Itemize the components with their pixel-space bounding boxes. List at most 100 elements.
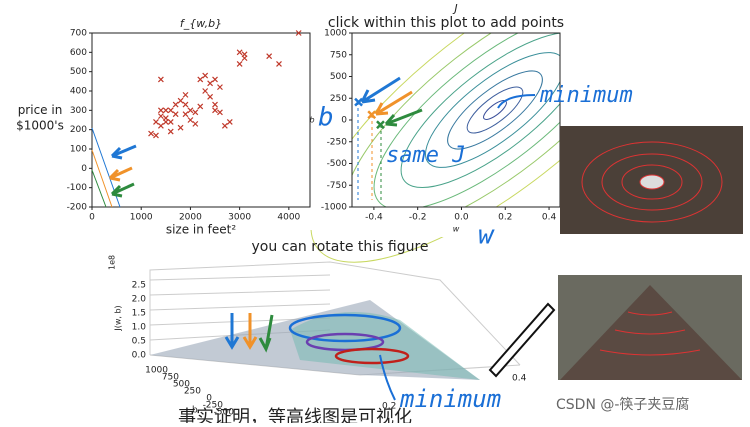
y-tick-label: 400 bbox=[70, 87, 87, 97]
marker bbox=[236, 61, 243, 67]
ring bbox=[288, 313, 402, 343]
arrow bbox=[110, 144, 137, 160]
marker bbox=[212, 76, 218, 83]
marker bbox=[148, 130, 154, 137]
caption: you can rotate this figure bbox=[251, 239, 428, 255]
arrow bbox=[224, 313, 240, 350]
y-label: price in bbox=[18, 103, 63, 117]
marker bbox=[207, 80, 214, 87]
marker bbox=[241, 55, 248, 62]
marker bbox=[354, 97, 363, 107]
x-label: size in feet² bbox=[166, 223, 237, 237]
y-tick-label: 500 bbox=[330, 72, 347, 82]
y-tick-label: 600 bbox=[70, 48, 87, 58]
x-tick-label: 0.2 bbox=[498, 213, 512, 223]
marker bbox=[157, 113, 164, 120]
y-tick-label: -200 bbox=[67, 203, 88, 213]
photo bbox=[558, 126, 743, 380]
marker bbox=[367, 110, 377, 120]
scale: 1e8 bbox=[108, 255, 117, 270]
note: minimum bbox=[539, 83, 633, 108]
ring bbox=[305, 332, 385, 352]
y-tick-label: -1000 bbox=[321, 203, 347, 213]
marker bbox=[167, 119, 174, 125]
surface bbox=[290, 312, 480, 380]
y-tick-label: 750 bbox=[330, 50, 347, 60]
b-tick-label: 250 bbox=[184, 387, 201, 397]
note: b bbox=[318, 103, 334, 133]
marker bbox=[162, 119, 169, 125]
marker bbox=[182, 91, 189, 98]
b-tick-label: 750 bbox=[162, 373, 179, 383]
marker bbox=[295, 30, 302, 36]
marker bbox=[192, 109, 199, 116]
chart-subtitle: click within this plot to add points bbox=[328, 15, 564, 31]
chart-title: J bbox=[452, 2, 457, 15]
marker bbox=[197, 103, 204, 110]
marker bbox=[172, 111, 179, 118]
marker bbox=[217, 109, 223, 116]
model-line bbox=[91, 169, 107, 208]
b-tick-label: -250 bbox=[203, 401, 224, 411]
x-tick-label: -0.2 bbox=[409, 213, 427, 223]
y-tick-label: 0 bbox=[341, 116, 347, 126]
arrow bbox=[384, 108, 423, 127]
x-tick-label: 1000 bbox=[130, 213, 153, 223]
x-tick-label: 0 bbox=[89, 213, 95, 223]
b-label: b bbox=[192, 406, 198, 416]
y-tick-label: 100 bbox=[70, 145, 87, 155]
axes bbox=[91, 32, 311, 208]
marker bbox=[202, 88, 209, 94]
x-tick-label: 4000 bbox=[277, 213, 300, 223]
z-tick-label: 1.5 bbox=[132, 309, 146, 319]
marker bbox=[157, 122, 164, 129]
marker bbox=[276, 61, 282, 67]
y-tick-label: -250 bbox=[327, 137, 348, 147]
y-tick-label: 700 bbox=[70, 29, 87, 39]
z-tick-label: 2.0 bbox=[132, 295, 147, 305]
marker bbox=[212, 101, 218, 108]
note: w bbox=[478, 221, 495, 251]
marker bbox=[153, 119, 159, 125]
ring bbox=[334, 347, 410, 365]
b-tick-label: 500 bbox=[173, 380, 190, 390]
y-label: b bbox=[309, 116, 314, 125]
marker bbox=[177, 97, 184, 104]
marker bbox=[187, 117, 194, 123]
x-tick-label: 2000 bbox=[179, 213, 202, 223]
marker bbox=[177, 124, 184, 131]
arrow bbox=[258, 314, 274, 353]
x-tick-label: -0.4 bbox=[365, 213, 383, 223]
z-tick-label: 2.5 bbox=[132, 281, 146, 291]
marker bbox=[202, 72, 209, 79]
marker bbox=[197, 76, 204, 83]
arrow bbox=[497, 94, 536, 109]
x-label: w bbox=[453, 225, 460, 234]
y-tick-label: -500 bbox=[327, 159, 348, 169]
arrow bbox=[110, 182, 135, 198]
subtitle: 事实证明，等高线图是可视化 bbox=[178, 407, 412, 423]
mask bbox=[352, 0, 562, 33]
marker bbox=[192, 120, 199, 127]
note: same J bbox=[386, 143, 465, 168]
marker bbox=[226, 119, 233, 125]
arrow bbox=[379, 354, 396, 401]
y-tick-label: -750 bbox=[327, 181, 348, 191]
y-label: $1000's bbox=[16, 119, 64, 133]
marker bbox=[157, 107, 164, 114]
marker bbox=[187, 107, 194, 114]
y-label-line: price in bbox=[18, 103, 63, 117]
y-tick-label: 300 bbox=[70, 106, 87, 116]
z-tick-label: 1.0 bbox=[132, 323, 147, 333]
marker bbox=[207, 93, 214, 100]
marker bbox=[221, 122, 228, 129]
b-tick-label: 0 bbox=[206, 394, 212, 404]
model-line bbox=[91, 149, 113, 208]
b-tick-label: -500 bbox=[214, 408, 235, 418]
w-tick-label: 0.4 bbox=[512, 374, 527, 384]
chart-title: f_{w,b} bbox=[180, 17, 222, 30]
note: minimum bbox=[399, 385, 501, 413]
arrow bbox=[108, 166, 133, 182]
z-tick-label: 0.0 bbox=[132, 351, 147, 361]
marker bbox=[182, 111, 189, 118]
